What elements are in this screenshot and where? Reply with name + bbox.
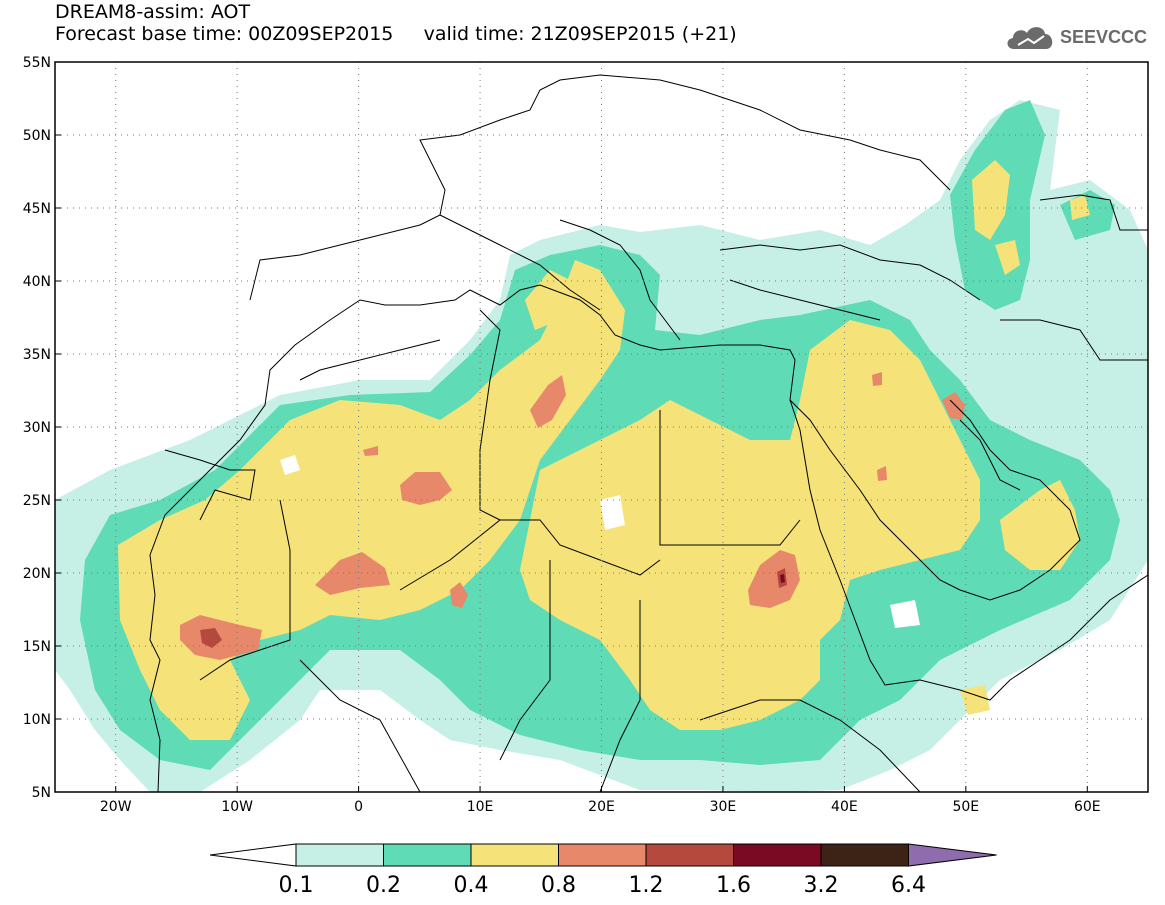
lat-tick-label: 5N — [32, 785, 51, 801]
colorbar: 0.1 0.2 0.4 0.8 1.2 1.6 3.2 6.4 — [209, 843, 997, 898]
colorbar-label: 3.2 — [804, 873, 839, 898]
clear-areas — [280, 455, 920, 628]
colorbar-swatch — [820, 843, 909, 867]
colorbar-swatch — [645, 843, 734, 867]
colorbar-label: 6.4 — [891, 873, 926, 898]
lat-tick-label: 20N — [23, 566, 51, 582]
lat-tick-label: 30N — [23, 420, 51, 436]
base-time-label: Forecast base time: 00Z09SEP2015 — [55, 23, 394, 45]
lon-tick-label: 20E — [588, 799, 615, 815]
colorbar-swatch — [470, 843, 559, 867]
lat-tick-label: 40N — [23, 274, 51, 290]
lon-tick-label: 10W — [221, 799, 253, 815]
colorbar-label: 1.2 — [629, 873, 664, 898]
lon-tick-label: 20W — [100, 799, 132, 815]
coastlines — [149, 74, 1148, 792]
axis-ticks: 20W 10W 0 10E 20E 30E 40E 50E 60E 5N 10N 15N 20N 25N 3… — [23, 55, 1101, 815]
seevccc-logo: SEEVCCC — [1004, 22, 1147, 52]
colorbar-low-arrow — [209, 843, 297, 867]
valid-time-label: valid time: 21Z09SEP2015 (+21) — [423, 23, 737, 45]
colorbar-swatch — [733, 843, 822, 867]
colorbar-high-arrow — [908, 843, 997, 867]
aot-1-6-band — [780, 574, 785, 583]
lat-tick-label: 35N — [23, 347, 51, 363]
gridlines — [55, 62, 1148, 792]
lat-tick-label: 15N — [23, 639, 51, 655]
colorbar-label: 0.2 — [366, 873, 401, 898]
lon-tick-label: 0 — [354, 799, 363, 815]
lat-tick-label: 10N — [23, 712, 51, 728]
colorbar-label: 1.6 — [716, 873, 751, 898]
map-title: DREAM8-assim: AOT — [55, 1, 251, 23]
colorbar-swatch — [383, 843, 472, 867]
lon-tick-label: 10E — [467, 799, 494, 815]
lon-tick-label: 30E — [710, 799, 737, 815]
lat-tick-label: 25N — [23, 493, 51, 509]
colorbar-label: 0.8 — [541, 873, 576, 898]
colorbar-swatch — [295, 843, 384, 867]
lat-tick-label: 45N — [23, 201, 51, 217]
lon-tick-label: 60E — [1074, 799, 1101, 815]
colorbar-swatch — [558, 843, 647, 867]
lat-tick-label: 50N — [23, 128, 51, 144]
brand-name: SEEVCCC — [1059, 26, 1147, 47]
cloud-icon — [1007, 27, 1053, 49]
lat-tick-label: 55N — [23, 55, 51, 71]
forecast-times: Forecast base time: 00Z09SEP2015 valid t… — [55, 24, 737, 44]
lon-tick-label: 50E — [952, 799, 979, 815]
lon-tick-label: 40E — [831, 799, 858, 815]
aot-0-8-band — [180, 372, 965, 660]
colorbar-label: 0.4 — [454, 873, 489, 898]
colorbar-label: 0.1 — [279, 873, 314, 898]
